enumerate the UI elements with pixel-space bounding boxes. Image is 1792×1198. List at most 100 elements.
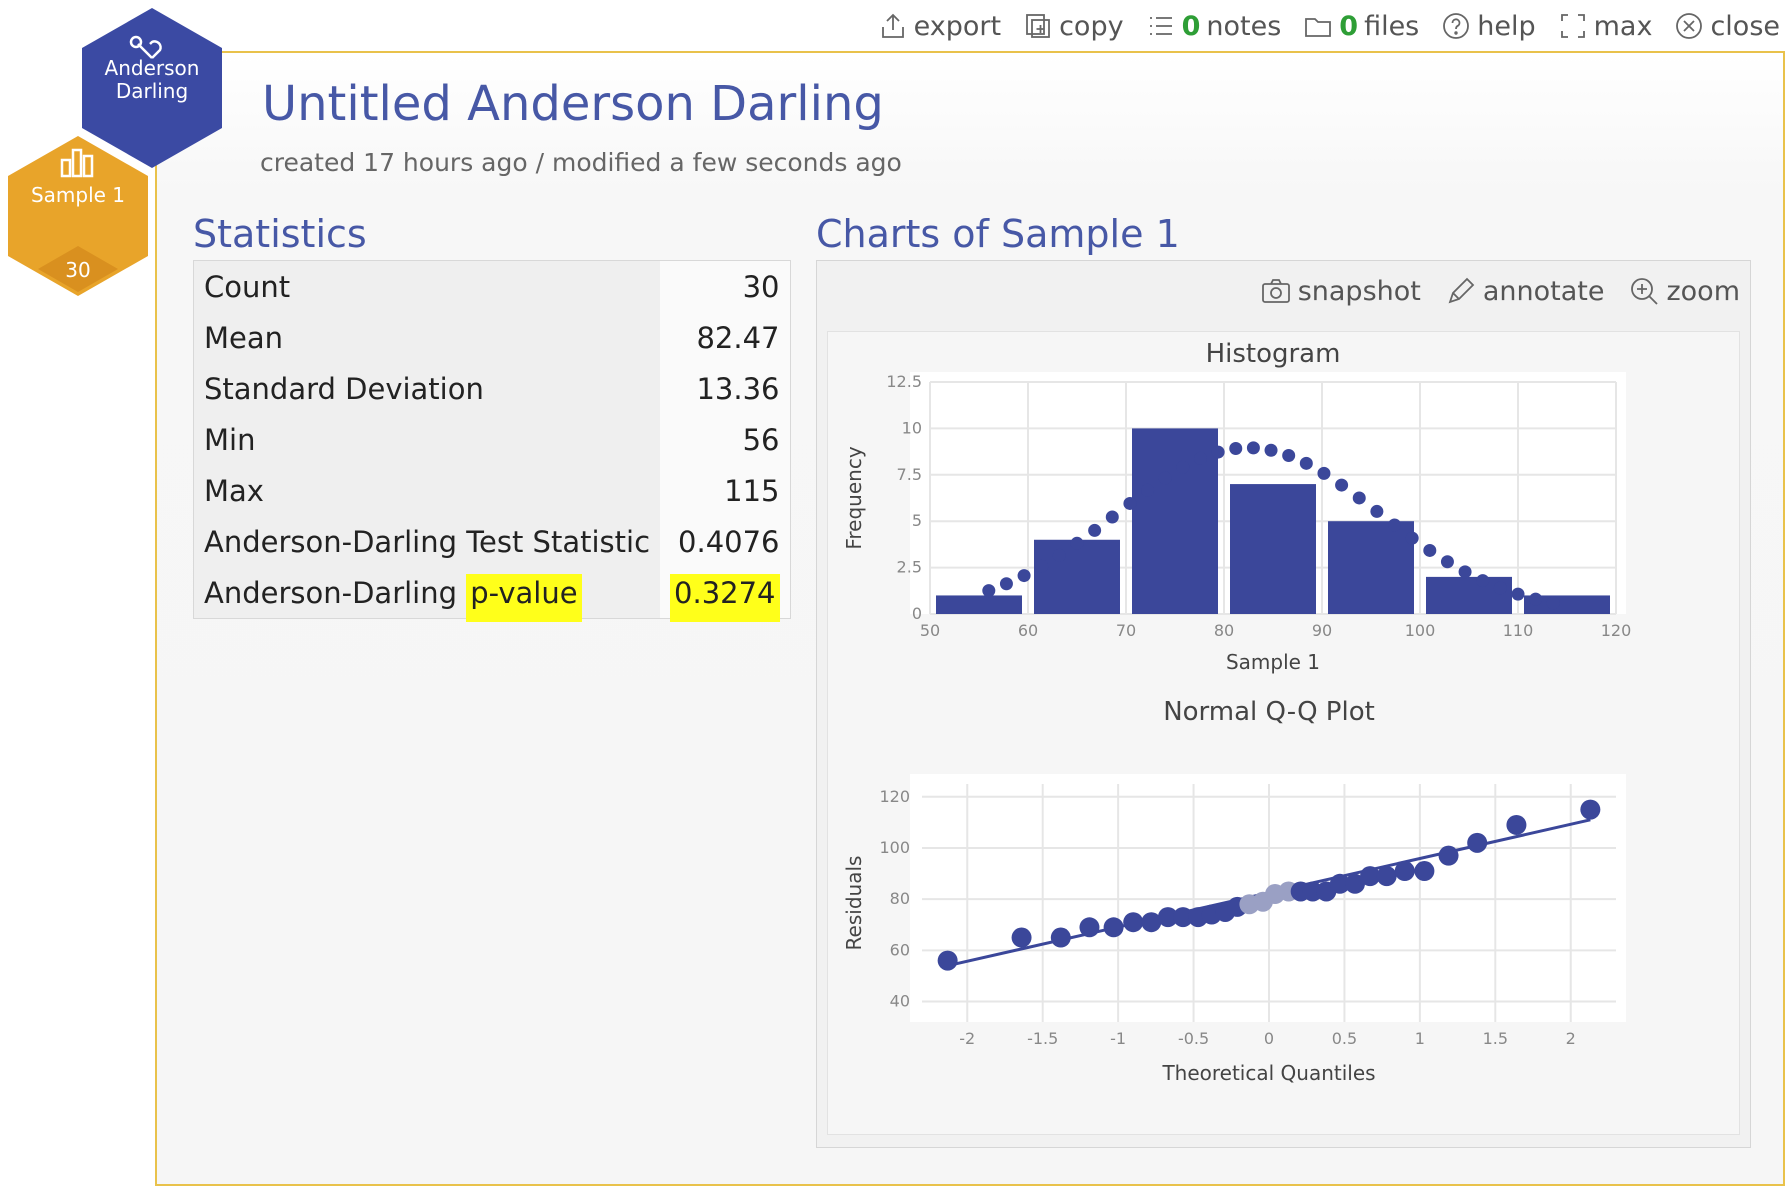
normal-curve-point: [1052, 548, 1066, 562]
qq-point: [1580, 799, 1601, 820]
histogram-title: Histogram: [1206, 339, 1341, 369]
qq-point: [1344, 873, 1365, 894]
qq-point: [1141, 912, 1162, 933]
notes-button[interactable]: 0 notes: [1146, 10, 1281, 42]
table-row: Count 30: [193, 260, 791, 312]
copy-button[interactable]: copy: [1023, 10, 1124, 42]
stat-value: 82.47: [660, 312, 791, 363]
files-button[interactable]: 0 files: [1303, 11, 1419, 42]
qq-point: [1376, 866, 1397, 887]
sample-hex[interactable]: Sample 1 30: [8, 136, 148, 296]
normal-curve-point: [1335, 478, 1349, 492]
qq-point: [1050, 927, 1071, 948]
qq-point: [1011, 927, 1032, 948]
page-title[interactable]: Untitled Anderson Darling: [262, 76, 884, 132]
histogram-y-tick: 0: [912, 604, 922, 623]
copy-label: copy: [1059, 10, 1124, 42]
tool-hex-line2: Darling: [116, 79, 188, 103]
qq-y-tick: 80: [890, 889, 910, 908]
stat-label-prefix: Anderson-Darling: [204, 575, 467, 610]
page-meta: created 17 hours ago / modified a few se…: [260, 148, 902, 177]
histogram-x-tick: 120: [1601, 621, 1632, 640]
qq-y-label: Residuals: [842, 856, 866, 951]
maximize-icon: [1560, 14, 1585, 38]
window-toolbar: export copy 0 notes 0 files help max clo…: [878, 6, 1780, 46]
statistics-table: Count 30 Mean 82.47 Standard Deviation 1…: [193, 260, 791, 622]
anderson-darling-hex[interactable]: Anderson Darling: [82, 8, 222, 168]
sample-hex-label: Sample 1: [31, 183, 125, 207]
normal-curve-point: [1264, 443, 1278, 457]
normal-curve-point: [1317, 466, 1331, 480]
zoom-button[interactable]: zoom: [1628, 275, 1740, 307]
stat-label: Mean: [193, 312, 661, 363]
stat-value: 0.4076: [660, 516, 791, 567]
files-label: files: [1364, 10, 1420, 42]
qq-point: [1467, 832, 1488, 853]
charts-title: Charts of Sample 1: [816, 212, 1180, 256]
export-button[interactable]: export: [878, 11, 1001, 42]
notes-count: 0: [1181, 10, 1201, 42]
normal-curve-point: [1511, 587, 1525, 601]
help-button[interactable]: help: [1441, 11, 1536, 42]
tool-hex-line1: Anderson: [105, 56, 200, 80]
list-icon: [1149, 17, 1172, 35]
wrench-icon: [129, 35, 162, 59]
normal-curve-point: [1546, 596, 1560, 610]
stat-value: 56: [660, 414, 791, 465]
qq-point: [1414, 861, 1435, 882]
max-button[interactable]: max: [1558, 11, 1652, 42]
p-value-highlight: p-value: [466, 573, 582, 622]
normal-curve-point: [1123, 496, 1137, 510]
histogram-y-label: Frequency: [842, 446, 866, 549]
qq-point: [1157, 907, 1178, 928]
hex-badges: Anderson Darling Sample 1 30: [8, 8, 222, 296]
copy-icon: [1026, 14, 1050, 38]
qq-point: [1438, 845, 1459, 866]
histogram-y-tick: 5: [912, 511, 922, 530]
histogram-x-tick: 60: [1018, 621, 1038, 640]
histogram-x-tick: 80: [1214, 621, 1234, 640]
normal-curve-point: [1352, 491, 1366, 505]
histogram-y-tick: 2.5: [897, 558, 922, 577]
qq-x-tick: 1: [1415, 1029, 1425, 1048]
qq-point: [1394, 861, 1415, 882]
normal-curve-point: [1493, 581, 1507, 595]
qq-x-tick: 0: [1264, 1029, 1274, 1048]
table-row: Anderson-Darling Test Statistic 0.4076: [193, 516, 791, 567]
qq-point: [1360, 866, 1381, 887]
histogram-x-tick: 90: [1312, 621, 1332, 640]
qq-point: [1123, 912, 1144, 933]
table-row: Max 115: [193, 465, 791, 516]
normal-curve-point: [1370, 504, 1384, 518]
qq-x-tick: 2: [1566, 1029, 1576, 1048]
camera-icon: [1261, 279, 1290, 303]
annotate-label: annotate: [1482, 275, 1605, 307]
histogram-y-tick: 10: [902, 418, 922, 437]
qq-y-tick: 60: [890, 940, 910, 959]
histogram-y-tick: 12.5: [886, 372, 922, 391]
qq-x-tick: 1.5: [1483, 1029, 1508, 1048]
snapshot-label: snapshot: [1297, 275, 1421, 307]
normal-curve-point: [1176, 460, 1190, 474]
normal-curve-point: [1141, 483, 1155, 497]
export-icon: [881, 13, 904, 38]
sample-hex-count: 30: [65, 258, 90, 282]
zoom-label: zoom: [1666, 275, 1740, 307]
normal-curve-point: [1529, 592, 1543, 606]
zoom-in-icon: [1631, 278, 1659, 305]
stat-value: 30: [660, 260, 791, 312]
table-row: Anderson-Darling p-value 0.3274: [193, 567, 791, 622]
stat-value: 115: [660, 465, 791, 516]
snapshot-button[interactable]: snapshot: [1260, 275, 1421, 307]
close-icon: [1676, 13, 1703, 39]
statistics-title: Statistics: [193, 212, 367, 256]
stat-label: Anderson-Darling p-value: [193, 567, 661, 622]
qq-point: [1173, 907, 1194, 928]
normal-curve-point: [1282, 448, 1296, 462]
qq-x-tick: -1: [1110, 1029, 1126, 1048]
annotate-button[interactable]: annotate: [1445, 275, 1605, 307]
export-label: export: [913, 10, 1002, 42]
close-button[interactable]: close: [1674, 11, 1780, 42]
stat-label: Min: [193, 414, 661, 465]
